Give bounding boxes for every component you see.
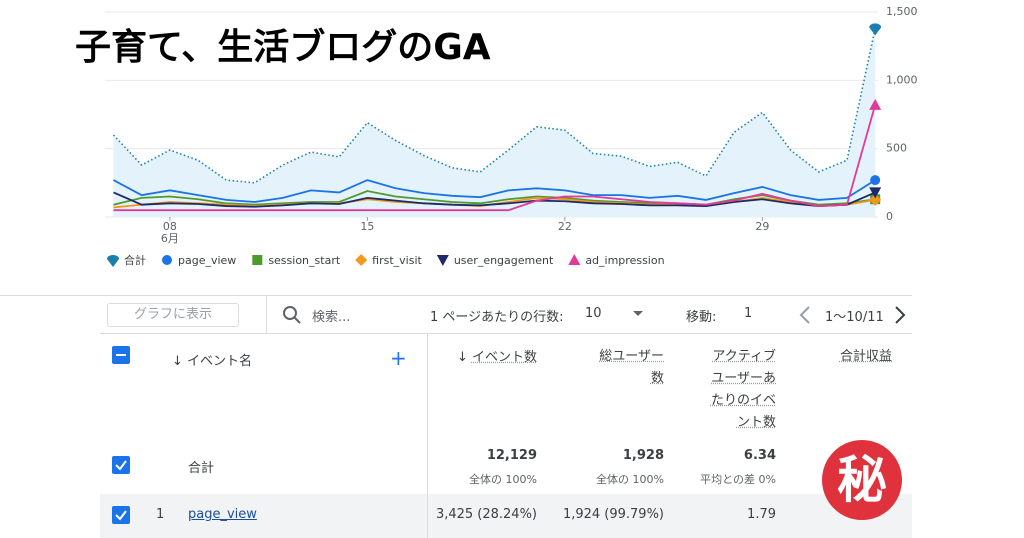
marker (870, 175, 881, 186)
rows-label: 1 ページあたりの行数: (430, 310, 564, 325)
cell: 1.79 (747, 507, 776, 522)
cell: 1,928 (622, 448, 664, 463)
add-dimension[interactable]: + (390, 346, 407, 370)
overlay-title: 子育て、生活ブログのGA (75, 27, 491, 68)
x-month-label: 6月 (161, 232, 179, 245)
legend-label: page_view (178, 254, 236, 267)
marker (869, 23, 882, 36)
chart-button[interactable]: グラフに表示 (107, 303, 239, 327)
divider (427, 494, 428, 538)
badge: 秘 (822, 440, 902, 520)
line (112, 28, 876, 184)
column-header[interactable]: ↓ イベント数 (456, 350, 537, 365)
line (113, 179, 876, 203)
row-checkbox[interactable] (112, 456, 130, 474)
legend-label: user_engagement (454, 254, 554, 267)
prev-button[interactable] (798, 305, 812, 325)
area (113, 28, 876, 218)
search-input[interactable]: 検索... (312, 310, 351, 325)
legend-item: first_visit (355, 254, 423, 267)
divider (100, 333, 912, 334)
cell: 12,129 (486, 448, 537, 463)
legend-label: 合計 (124, 253, 146, 267)
legend-label: ad_impression (585, 254, 664, 267)
legend-label: session_start (268, 254, 341, 267)
column-name: イベント名 (187, 354, 253, 369)
legend-item: page_view (162, 254, 236, 267)
cell: 1,924 (99.79%) (562, 507, 664, 522)
cell-sub: 全体の 100% (596, 473, 664, 486)
cell-sub: 全体の 100% (469, 473, 537, 486)
legend-marker (436, 255, 449, 266)
legend-item: user_engagement (436, 254, 554, 267)
column-header[interactable]: 合計収益 (839, 349, 892, 364)
goto-input[interactable]: 1 (744, 306, 753, 321)
x-tick-label: 22 (558, 220, 572, 233)
cell-sub: 平均との差 0% (700, 473, 776, 486)
column-header[interactable]: アクティブユーザーあたりのイベント数 (710, 349, 776, 430)
divider (0, 295, 912, 296)
column-header[interactable]: 総ユーザー数 (599, 349, 664, 386)
y-tick-label: 1,500 (886, 5, 918, 18)
marker (869, 193, 882, 206)
legend-marker (107, 255, 119, 267)
legend-marker (355, 254, 368, 266)
next-button[interactable] (893, 305, 907, 325)
dropdown-icon (633, 311, 643, 316)
legend-marker (162, 255, 172, 265)
legend-item: session_start (252, 254, 341, 267)
y-tick-label: 0 (886, 210, 893, 223)
divider (266, 296, 267, 334)
legend-item: 合計 (107, 253, 146, 267)
x-tick-label: 15 (360, 220, 374, 233)
row-background (100, 494, 912, 538)
cell: 6.34 (743, 448, 776, 463)
select-all-checkbox[interactable] (112, 346, 130, 364)
rows-select[interactable]: 10 (585, 306, 602, 321)
y-tick-label: 500 (886, 142, 907, 155)
marker (869, 98, 882, 110)
x-tick-label: 08 (163, 220, 177, 233)
column-header[interactable]: ↓ イベント名 (172, 354, 253, 369)
divider (427, 334, 428, 538)
legend-label: first_visit (372, 254, 422, 267)
line (113, 191, 876, 208)
line (113, 104, 877, 212)
marker (869, 187, 882, 199)
legend-marker (568, 254, 581, 265)
legend-item: ad_impression (568, 254, 665, 267)
y-tick-label: 1,000 (886, 73, 918, 86)
x-tick-label: 29 (755, 220, 769, 233)
row-checkbox[interactable] (112, 506, 130, 524)
column-name: イベント数 (471, 350, 537, 365)
legend-marker (252, 255, 263, 265)
total-label: 合計 (188, 461, 215, 476)
row-index: 1 (156, 507, 165, 522)
cell: 3,425 (28.24%) (435, 507, 537, 522)
search-icon (283, 306, 301, 324)
event-link[interactable]: page_view (188, 507, 257, 522)
goto-label: 移動: (686, 310, 717, 325)
range: 1〜10/11 (825, 310, 884, 325)
